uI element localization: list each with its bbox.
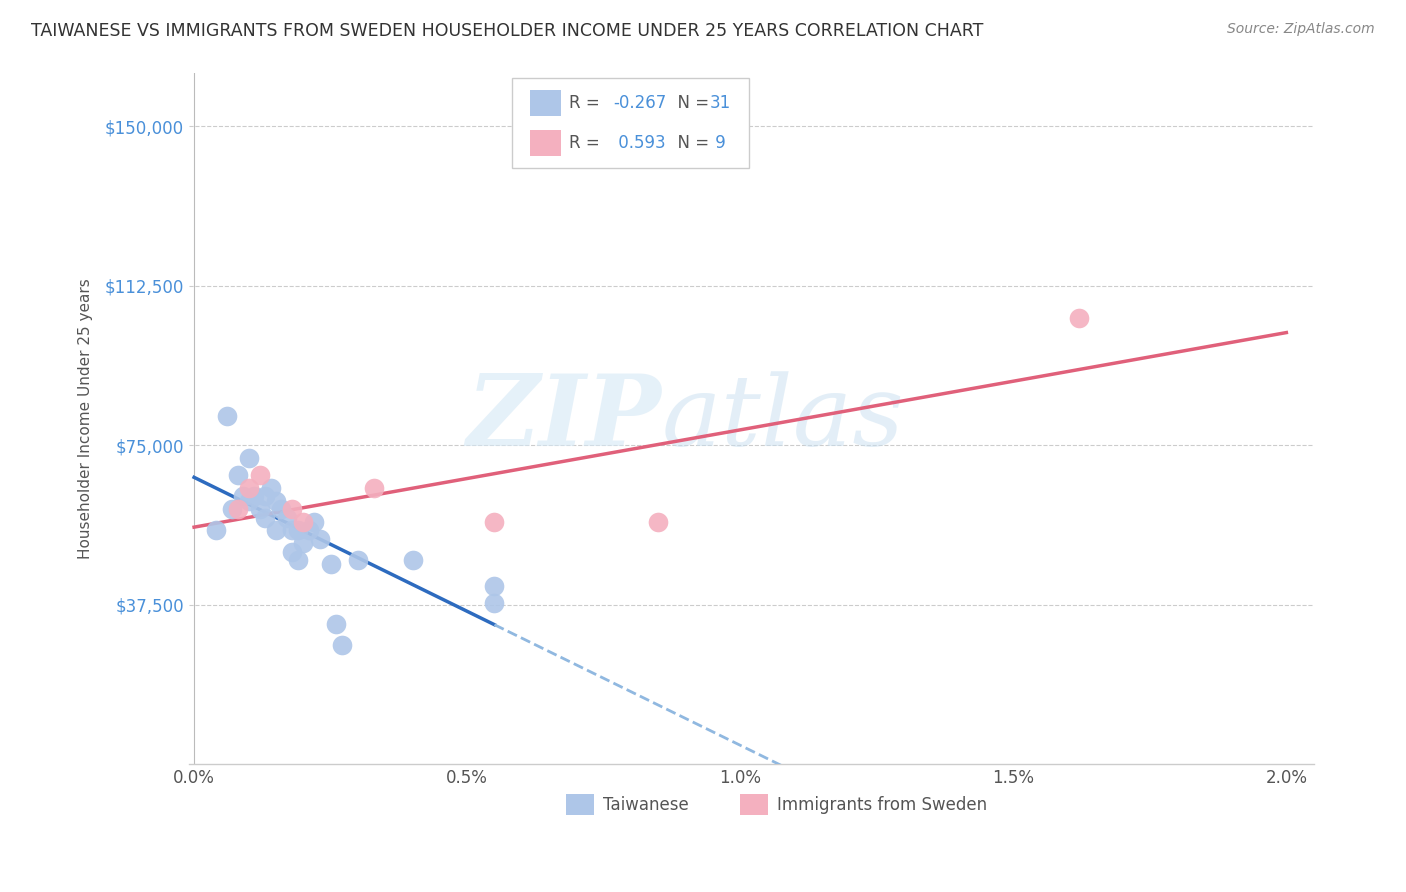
Text: -0.267: -0.267 <box>613 95 666 112</box>
Point <box>221 502 243 516</box>
Point <box>264 493 287 508</box>
Text: R =: R = <box>569 95 605 112</box>
Text: ZIP: ZIP <box>467 370 661 467</box>
Point <box>254 489 277 503</box>
Point <box>215 409 238 423</box>
Point <box>226 502 249 516</box>
Point <box>302 515 325 529</box>
Point <box>325 617 347 632</box>
Point <box>292 515 315 529</box>
Point <box>232 489 254 503</box>
Point <box>249 502 271 516</box>
Point <box>243 489 266 503</box>
Point <box>319 558 342 572</box>
Y-axis label: Householder Income Under 25 years: Householder Income Under 25 years <box>79 278 93 559</box>
Point <box>226 468 249 483</box>
Text: Source: ZipAtlas.com: Source: ZipAtlas.com <box>1227 22 1375 37</box>
Point <box>1067 310 1090 325</box>
Point <box>363 481 385 495</box>
Point <box>281 524 304 538</box>
FancyBboxPatch shape <box>530 130 561 156</box>
Point <box>276 510 298 524</box>
FancyBboxPatch shape <box>530 90 561 116</box>
Point <box>287 524 309 538</box>
Point <box>254 510 277 524</box>
Point <box>292 536 315 550</box>
Text: Immigrants from Sweden: Immigrants from Sweden <box>778 796 987 814</box>
Point <box>347 553 370 567</box>
Point <box>647 515 669 529</box>
Point <box>238 451 260 466</box>
Point <box>330 638 353 652</box>
Point <box>264 524 287 538</box>
Text: 0.593: 0.593 <box>613 134 665 152</box>
Point <box>298 524 321 538</box>
FancyBboxPatch shape <box>740 794 768 815</box>
Text: TAIWANESE VS IMMIGRANTS FROM SWEDEN HOUSEHOLDER INCOME UNDER 25 YEARS CORRELATIO: TAIWANESE VS IMMIGRANTS FROM SWEDEN HOUS… <box>31 22 983 40</box>
Text: N =: N = <box>666 134 714 152</box>
Text: atlas: atlas <box>661 371 904 467</box>
Text: Taiwanese: Taiwanese <box>603 796 689 814</box>
Point <box>238 493 260 508</box>
Point <box>484 579 506 593</box>
Text: 31: 31 <box>710 95 731 112</box>
Point <box>238 481 260 495</box>
FancyBboxPatch shape <box>565 794 593 815</box>
Point <box>259 481 281 495</box>
Point <box>205 524 228 538</box>
Point <box>249 468 271 483</box>
Point <box>281 502 304 516</box>
Text: 9: 9 <box>710 134 725 152</box>
Point <box>308 532 330 546</box>
FancyBboxPatch shape <box>512 78 749 169</box>
Text: N =: N = <box>666 95 714 112</box>
Point <box>287 553 309 567</box>
Point <box>484 515 506 529</box>
Point <box>401 553 423 567</box>
Text: R =: R = <box>569 134 605 152</box>
Point <box>484 596 506 610</box>
Point <box>281 544 304 558</box>
Point <box>270 502 292 516</box>
